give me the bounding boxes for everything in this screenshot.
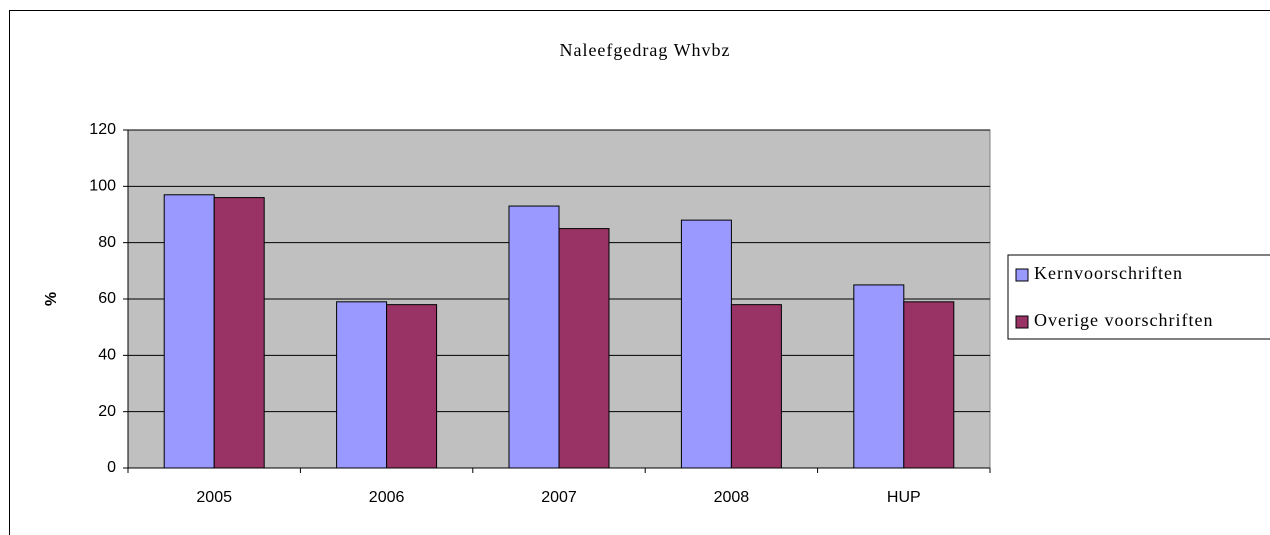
bar — [213, 197, 265, 469]
legend-swatch — [1015, 315, 1029, 329]
y-tick-label: 120 — [89, 121, 116, 138]
bar — [680, 219, 732, 469]
bar — [558, 228, 610, 469]
legend-box — [1007, 254, 1270, 340]
legend-label: Kernvoorschriften — [1034, 263, 1183, 283]
y-tick-label: 0 — [107, 459, 116, 476]
bar — [903, 301, 955, 469]
bar — [853, 284, 905, 469]
legend-label: Overige voorschriften — [1034, 310, 1213, 330]
chart-title: Naleefgedrag Whvbz — [559, 40, 730, 60]
bar — [730, 304, 782, 469]
bar — [163, 194, 215, 469]
legend-swatch — [1015, 268, 1029, 282]
y-tick-label: 100 — [89, 178, 116, 195]
y-tick-label: 60 — [98, 290, 116, 307]
x-tick-label: 2006 — [369, 489, 405, 506]
y-tick-label: 20 — [98, 403, 116, 420]
x-tick-label: HUP — [887, 489, 921, 506]
y-tick-label: 80 — [98, 234, 116, 251]
x-tick-label: 2008 — [714, 489, 750, 506]
bar — [336, 301, 388, 469]
y-axis-label: % — [43, 292, 60, 306]
bar — [508, 205, 560, 469]
y-tick-label: 40 — [98, 347, 116, 364]
bar — [386, 304, 438, 469]
x-tick-label: 2007 — [541, 489, 577, 506]
x-tick-label: 2005 — [196, 489, 232, 506]
